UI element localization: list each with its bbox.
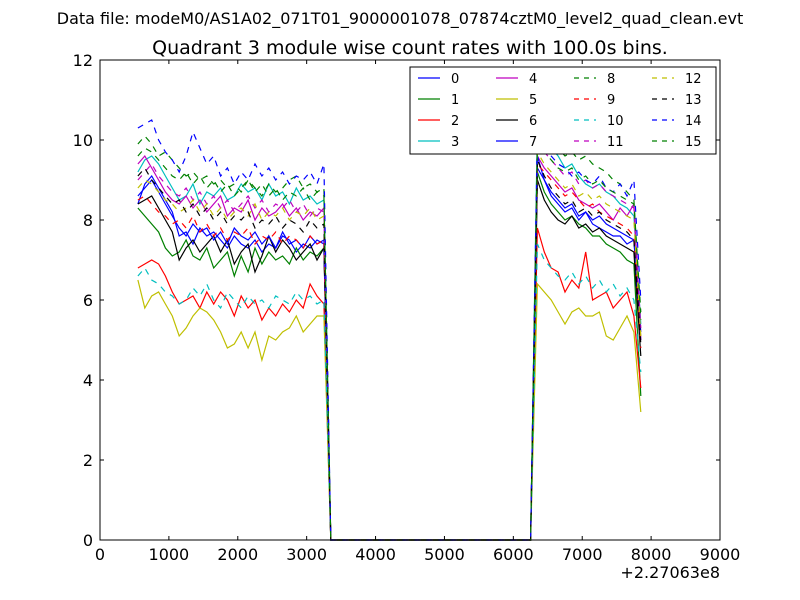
y-tick-label: 0 [83, 531, 93, 550]
series-line-13 [137, 159, 642, 541]
y-tick-label: 12 [73, 51, 93, 70]
legend-label-3: 3 [451, 135, 459, 150]
series-line-12 [137, 149, 642, 541]
x-tick-label: 5000 [424, 545, 465, 564]
legend-label-4: 4 [529, 72, 537, 87]
legend-frame [409, 66, 717, 155]
x-tick-label: 7000 [562, 545, 603, 564]
legend-label-14: 14 [685, 114, 702, 129]
series-line-7 [137, 155, 642, 541]
axis-layer: 0 1000 2000 3000 4000 5000 6000 7000 8000 9000 0 2 4… [73, 51, 741, 564]
series-line-1 [137, 171, 642, 541]
series-line-3 [137, 121, 642, 541]
series-line-6 [137, 179, 642, 541]
series-line-15 [137, 142, 642, 541]
series-line-5 [137, 279, 642, 541]
x-tick-label: 3000 [286, 545, 327, 564]
y-tick-label: 2 [83, 451, 93, 470]
x-tick-label: 2000 [217, 545, 258, 564]
legend-label-6: 6 [529, 114, 537, 129]
legend-label-0: 0 [451, 72, 459, 87]
x-tick-label: 4000 [355, 545, 396, 564]
x-tick-label: 6000 [493, 545, 534, 564]
legend-label-1: 1 [451, 93, 459, 108]
legend-label-11: 11 [607, 135, 624, 150]
y-tick-label: 4 [83, 371, 93, 390]
legend-label-9: 9 [607, 93, 615, 108]
x-tick-label: 8000 [631, 545, 672, 564]
x-tick-label: 9000 [700, 545, 741, 564]
legend-label-15: 15 [685, 135, 702, 150]
y-tick-label: 8 [83, 211, 93, 230]
series-line-4 [137, 153, 642, 541]
legend-label-2: 2 [451, 114, 459, 129]
legend-label-10: 10 [607, 114, 624, 129]
series-line-9 [137, 162, 642, 541]
y-tick-label: 6 [83, 291, 93, 310]
series-line-11 [137, 137, 642, 541]
figure-suptitle: Data file: modeM0/AS1A02_071T01_90000010… [57, 9, 743, 29]
x-tick-label: 0 [95, 545, 105, 564]
x-tick-label: 1000 [149, 545, 190, 564]
y-tick-label: 10 [73, 131, 93, 150]
legend-label-13: 13 [685, 93, 702, 108]
legend-label-7: 7 [529, 135, 537, 150]
legend-label-12: 12 [685, 72, 702, 87]
series-line-2 [137, 227, 642, 541]
series-line-10 [137, 243, 642, 541]
x-offset-label: +2.27063e8 [620, 563, 720, 582]
series-layer [137, 119, 642, 541]
legend-label-8: 8 [607, 72, 615, 87]
legend-label-5: 5 [529, 93, 537, 108]
chart-title: Quadrant 3 module wise count rates with … [152, 37, 668, 59]
